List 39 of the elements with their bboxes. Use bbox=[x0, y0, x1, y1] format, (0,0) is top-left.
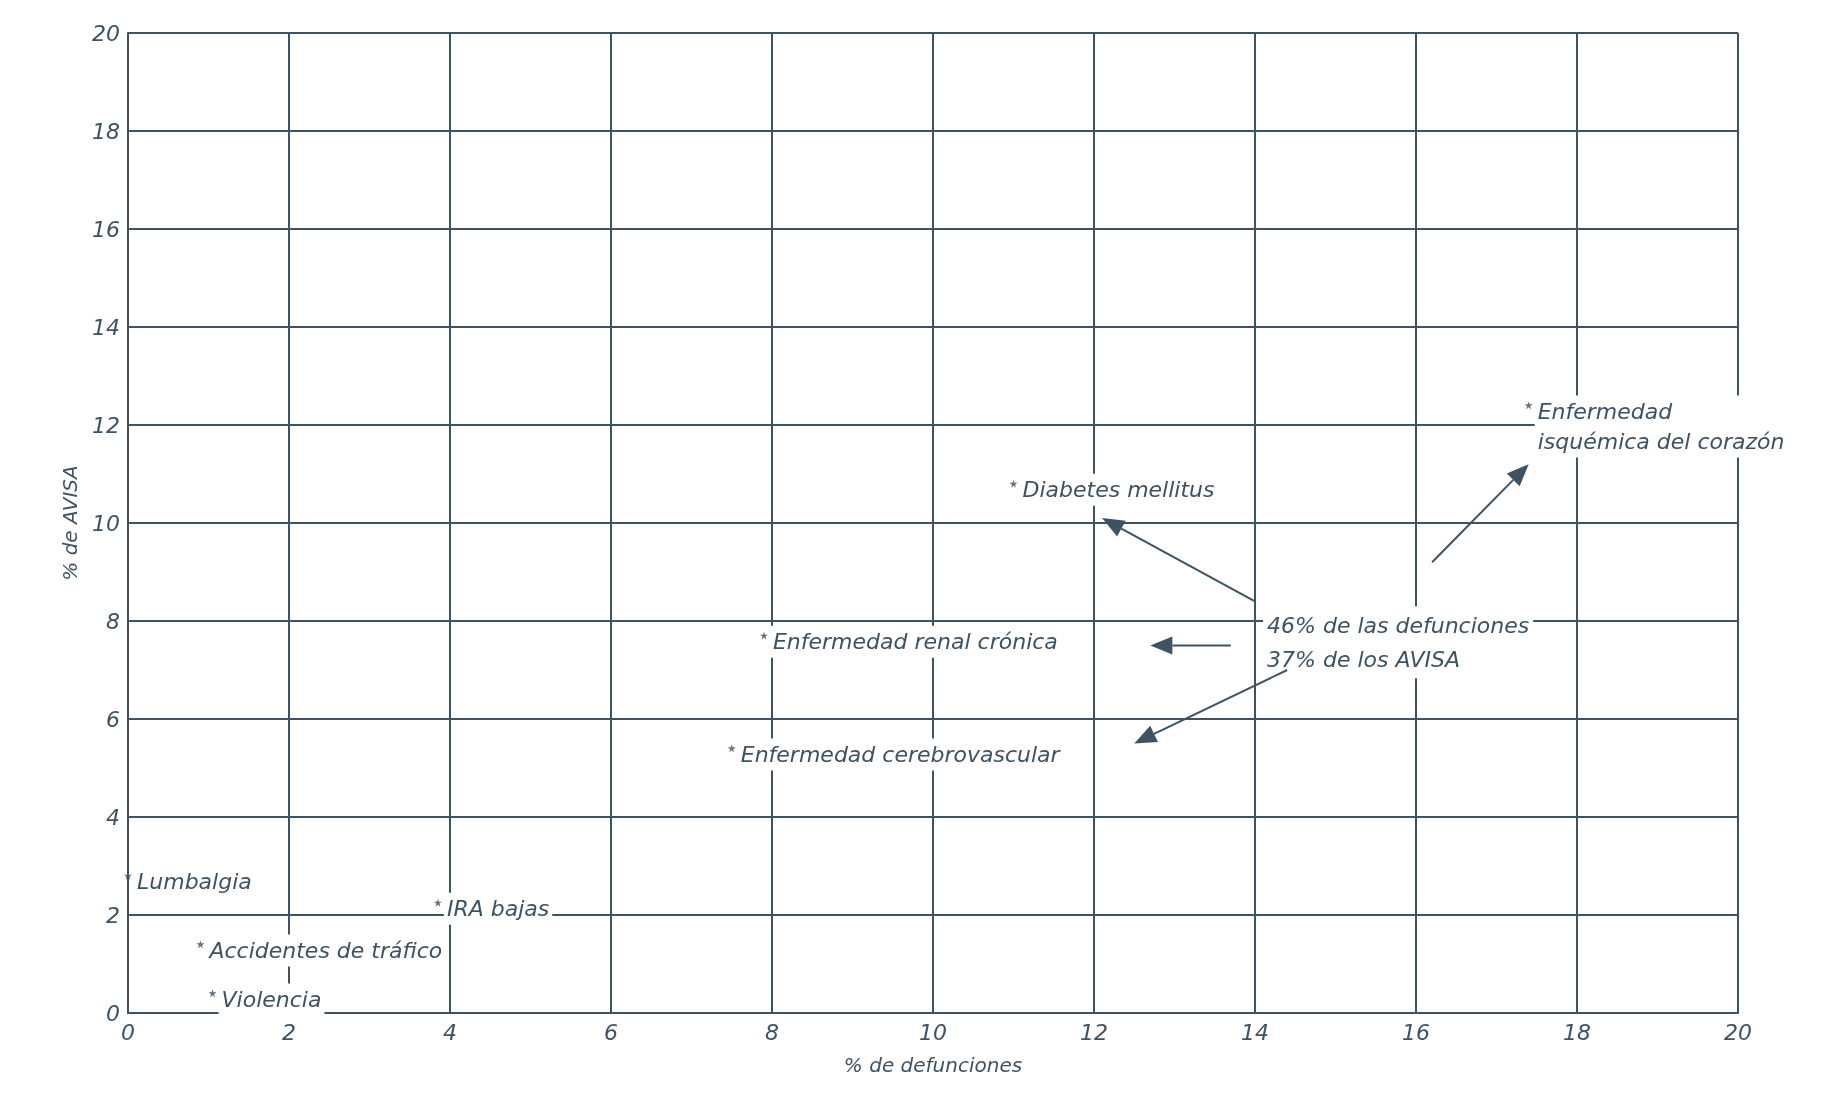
annotation: Lumbalgia bbox=[137, 869, 252, 895]
x-tick-label: 12 bbox=[1080, 1019, 1108, 1045]
x-tick-label: 10 bbox=[919, 1019, 947, 1045]
x-tick-label: 2 bbox=[282, 1019, 296, 1045]
annotation: Violencia bbox=[221, 986, 322, 1012]
x-tick-label: 16 bbox=[1402, 1019, 1430, 1045]
x-tick-label: 18 bbox=[1563, 1019, 1591, 1045]
point bbox=[759, 631, 768, 640]
y-tick-label: 12 bbox=[92, 412, 120, 438]
point bbox=[1524, 401, 1533, 410]
annotation: Enfermedad renal crónica bbox=[772, 629, 1058, 655]
annotation: IRA bajas bbox=[446, 896, 550, 922]
x-tick-label: 6 bbox=[604, 1019, 618, 1045]
y-tick-label: 0 bbox=[106, 1000, 120, 1026]
x-tick-label: 8 bbox=[765, 1019, 779, 1045]
point bbox=[727, 744, 736, 753]
x-tick-label: 14 bbox=[1241, 1019, 1269, 1045]
annotation: Enfermedad cerebrovascular bbox=[740, 741, 1062, 767]
y-tick-label: 6 bbox=[106, 706, 120, 732]
y-tick-label: 8 bbox=[106, 608, 120, 634]
x-tick-label: 20 bbox=[1724, 1019, 1752, 1045]
y-tick-label: 2 bbox=[106, 902, 120, 928]
point bbox=[1009, 479, 1018, 488]
annotation: 46% de las defunciones 37% de los AVISA bbox=[1267, 612, 1530, 672]
y-tick-label: 4 bbox=[106, 804, 120, 830]
y-axis-title: % de AVISA bbox=[58, 465, 82, 581]
point bbox=[433, 898, 442, 907]
y-tick-label: 10 bbox=[92, 510, 120, 536]
y-tick-label: 18 bbox=[92, 118, 120, 144]
x-tick-label: 4 bbox=[443, 1019, 457, 1045]
y-tick-label: 14 bbox=[92, 314, 120, 340]
annotation: Diabetes mellitus bbox=[1022, 477, 1215, 503]
point bbox=[208, 989, 217, 998]
x-axis-title: % de defunciones bbox=[843, 1053, 1023, 1077]
annotation: Enfermedad isquémica del corazón bbox=[1537, 398, 1785, 454]
point bbox=[196, 940, 205, 949]
y-tick-label: 16 bbox=[92, 216, 120, 242]
annotation: Accidentes de tráfico bbox=[207, 937, 443, 963]
y-tick-label: 20 bbox=[92, 20, 120, 46]
